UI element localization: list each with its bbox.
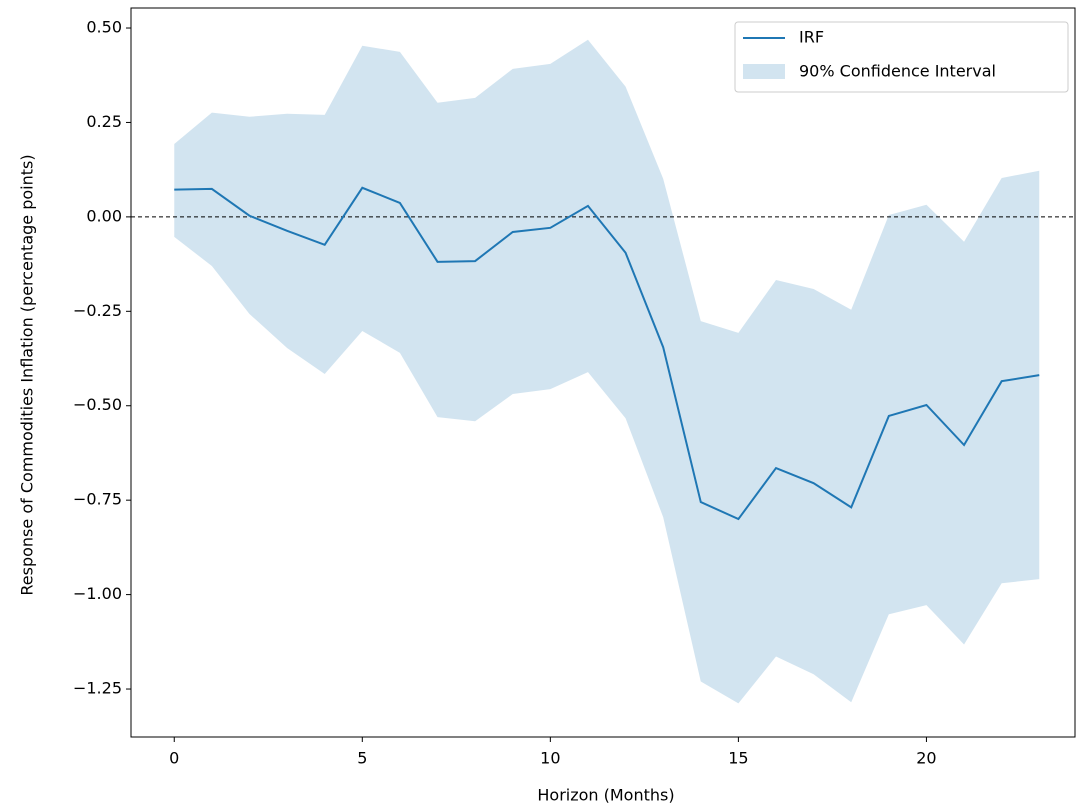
x-tick-label: 20 — [916, 749, 936, 768]
x-tick-label: 15 — [728, 749, 748, 768]
confidence-band — [174, 39, 1040, 704]
y-tick-label: 0.00 — [86, 206, 122, 225]
legend-box — [734, 21, 1069, 93]
y-tick-label: −1.25 — [73, 679, 122, 698]
plot-frame — [130, 7, 1076, 738]
y-tick-label: −1.00 — [73, 584, 122, 603]
x-tick-label: 0 — [169, 749, 179, 768]
x-axis-label: Horizon (Months) — [537, 786, 674, 805]
legend-label: 90% Confidence Interval — [799, 62, 996, 81]
legend-label: IRF — [799, 28, 824, 47]
y-axis-label: Response of Commodities Inflation (perce… — [18, 154, 37, 595]
y-tick-label: 0.50 — [86, 18, 122, 37]
y-tick-label: 0.25 — [86, 112, 122, 131]
irf-line — [174, 186, 1040, 521]
y-tick-label: −0.25 — [73, 301, 122, 320]
x-tick-label: 5 — [357, 749, 367, 768]
y-tick-label: −0.50 — [73, 395, 122, 414]
y-tick-label: −0.75 — [73, 490, 122, 509]
legend-patch — [743, 64, 785, 79]
x-tick-label: 10 — [540, 749, 560, 768]
